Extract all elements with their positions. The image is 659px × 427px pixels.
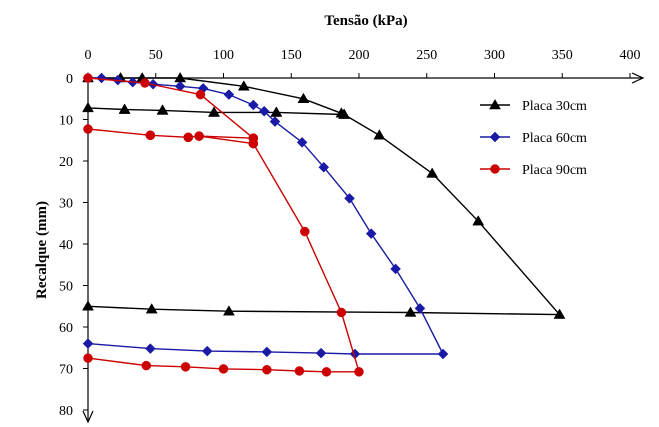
data-point (390, 263, 401, 275)
data-point (174, 72, 187, 83)
legend-marker (490, 164, 500, 174)
legend-label: Placa 60cm (522, 131, 587, 146)
y-tick-label: 60 (59, 321, 73, 336)
data-point (82, 338, 94, 349)
legend-label: Placa 90cm (522, 163, 587, 178)
data-point (96, 72, 107, 84)
y-tick-label: 10 (59, 114, 73, 129)
data-point (118, 103, 131, 114)
data-point (258, 105, 270, 117)
legend-item: Placa 30cm (480, 99, 587, 114)
legend: Placa 30cm Placa 60cm Placa 90cm (480, 99, 587, 178)
data-point (270, 106, 283, 117)
data-point (180, 362, 191, 372)
data-point (261, 346, 273, 358)
x-tick-label: 0 (85, 48, 92, 63)
x-tick-label: 350 (552, 48, 573, 63)
data-point (156, 104, 169, 115)
x-tick-label: 250 (416, 48, 437, 63)
data-point (318, 161, 330, 173)
data-point (404, 306, 417, 317)
data-point (145, 303, 158, 314)
data-point (222, 305, 235, 316)
y-tick-label: 30 (59, 197, 73, 212)
data-point (269, 116, 281, 127)
data-point (336, 307, 347, 318)
data-point (294, 366, 305, 376)
x-axis-arrow (631, 72, 645, 84)
y-tick-label: 0 (66, 72, 73, 87)
data-point (223, 89, 235, 100)
data-point (140, 78, 150, 88)
data-point (262, 364, 272, 375)
x-tick-label: 400 (620, 48, 641, 63)
data-point (296, 136, 308, 148)
data-point (82, 101, 94, 113)
data-point (338, 108, 351, 119)
x-tick-label: 150 (281, 48, 302, 63)
data-point (553, 308, 566, 319)
series-3 (83, 73, 364, 377)
data-point (373, 129, 386, 140)
legend-item: Placa 90cm (480, 163, 587, 178)
data-point (354, 367, 364, 377)
x-tick-label: 300 (484, 48, 505, 63)
legend-marker (489, 131, 501, 143)
legend-label: Placa 30cm (522, 99, 587, 114)
series-line (87, 77, 360, 373)
data-point (83, 73, 93, 83)
data-point (208, 106, 220, 117)
data-point (365, 228, 377, 239)
data-point (145, 130, 156, 141)
series-line (87, 77, 561, 316)
x-axis-title: Tensão (kPa) (324, 13, 407, 29)
x-tick-label: 200 (349, 48, 370, 63)
legend-item: Placa 60cm (480, 131, 587, 146)
y-axis-title: Recalque (mm) (34, 201, 50, 299)
data-point (344, 192, 355, 204)
data-point (426, 167, 439, 178)
data-point (183, 132, 194, 143)
data-point (315, 347, 327, 359)
data-point (82, 300, 94, 311)
y-tick-label: 70 (59, 363, 73, 378)
data-point (218, 364, 229, 374)
axes: 0 50 100 150 200 250 300 350 400 0 10 20 30 40 50 60 70 8… (59, 48, 645, 424)
x-tick-label: 100 (213, 48, 234, 63)
data-point (321, 367, 332, 377)
data-point (194, 131, 204, 141)
data-point (144, 343, 156, 354)
data-point (83, 353, 93, 363)
data-point (247, 99, 259, 111)
y-tick-label: 20 (59, 155, 73, 170)
data-point (472, 215, 485, 226)
data-point (83, 124, 93, 134)
series-1 (82, 72, 566, 319)
legend-marker (489, 99, 501, 110)
y-axis-arrow (82, 410, 94, 424)
series-layer (82, 72, 566, 377)
data-point (141, 360, 152, 371)
data-point (237, 80, 250, 91)
y-tick-label: 40 (59, 238, 73, 253)
y-tick-label: 80 (59, 404, 73, 419)
x-tick-label: 50 (149, 48, 163, 63)
data-point (414, 302, 426, 314)
data-point (248, 138, 259, 149)
data-point (201, 345, 213, 357)
data-point (300, 226, 310, 237)
data-point (174, 80, 186, 92)
series-2 (82, 72, 449, 360)
data-point (195, 89, 206, 100)
y-tick-label: 50 (59, 280, 73, 295)
data-point (297, 92, 310, 103)
data-point (437, 348, 449, 360)
